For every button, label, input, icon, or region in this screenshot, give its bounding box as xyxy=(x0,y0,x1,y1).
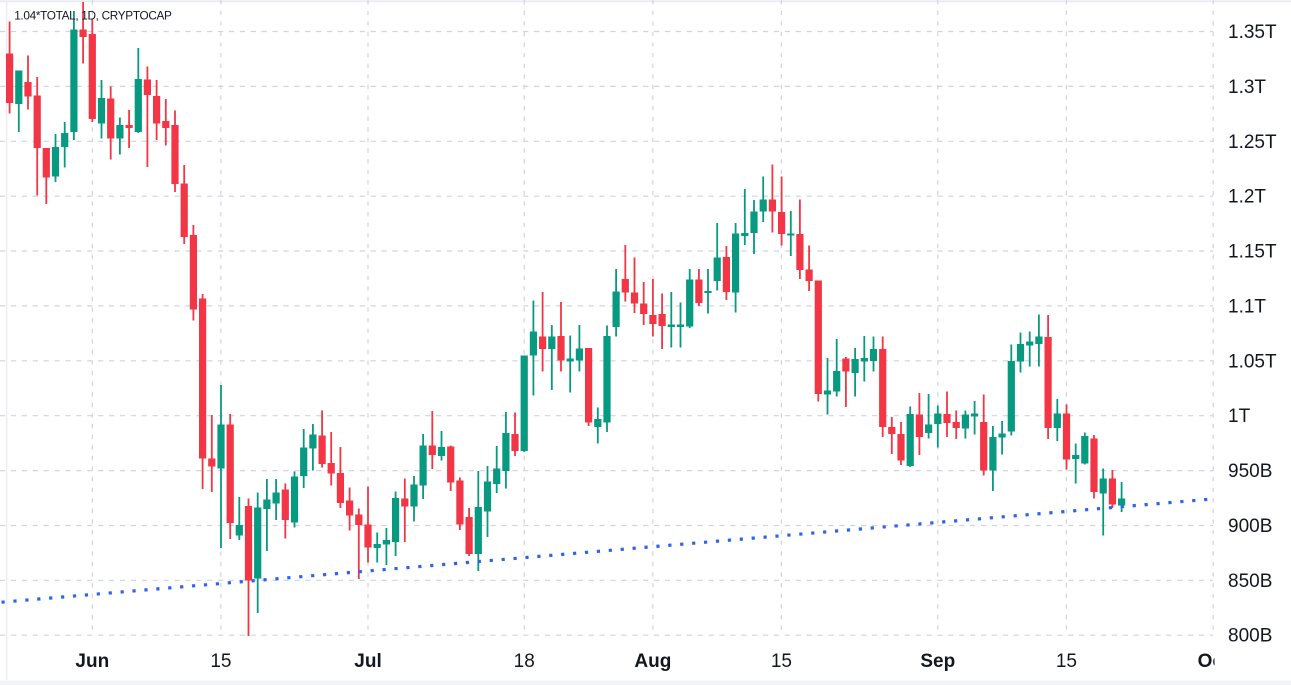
svg-text:850B: 850B xyxy=(1228,571,1272,592)
svg-text:1.2T: 1.2T xyxy=(1228,187,1266,208)
svg-text:1.3T: 1.3T xyxy=(1228,77,1266,98)
svg-text:15: 15 xyxy=(1056,651,1077,672)
svg-text:Aug: Aug xyxy=(634,651,671,672)
svg-text:Jul: Jul xyxy=(354,651,381,672)
svg-text:800B: 800B xyxy=(1228,626,1272,647)
svg-text:1.35T: 1.35T xyxy=(1228,22,1277,43)
svg-text:1.05T: 1.05T xyxy=(1228,351,1277,372)
svg-text:Oct: Oct xyxy=(1198,651,1230,672)
svg-text:15: 15 xyxy=(771,651,792,672)
svg-text:1.1T: 1.1T xyxy=(1228,296,1266,317)
svg-text:900B: 900B xyxy=(1228,516,1272,537)
svg-text:1.25T: 1.25T xyxy=(1228,132,1277,153)
svg-text:Jun: Jun xyxy=(75,651,109,672)
svg-text:Sep: Sep xyxy=(920,651,955,672)
svg-text:15: 15 xyxy=(210,651,231,672)
svg-text:1.15T: 1.15T xyxy=(1228,242,1277,263)
svg-text:1.04*TOTAL, 1D, CRYPTOCAP: 1.04*TOTAL, 1D, CRYPTOCAP xyxy=(14,9,172,23)
svg-text:18: 18 xyxy=(514,651,535,672)
svg-text:950B: 950B xyxy=(1228,461,1272,482)
svg-text:1T: 1T xyxy=(1228,406,1251,427)
